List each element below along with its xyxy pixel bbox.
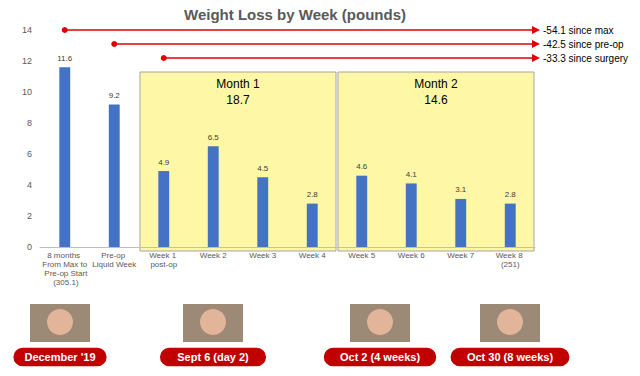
svg-text:Week 3: Week 3 [249,251,277,260]
svg-text:Month 1: Month 1 [216,77,260,91]
svg-text:4.9: 4.9 [158,158,170,167]
svg-text:-54.1 since max: -54.1 since max [543,25,614,36]
svg-text:4.5: 4.5 [257,164,269,173]
svg-text:Week 4: Week 4 [299,251,327,260]
svg-text:18.7: 18.7 [226,93,250,107]
svg-text:8 months: 8 months [47,251,82,260]
svg-text:4.6: 4.6 [356,162,368,171]
svg-text:Liquid Week: Liquid Week [92,260,137,269]
svg-text:-33.3 since surgery: -33.3 since surgery [543,53,628,64]
svg-text:Week 7: Week 7 [447,251,475,260]
svg-text:10: 10 [22,87,32,97]
svg-text:8: 8 [27,118,32,128]
svg-text:Weight Loss by Week (pounds): Weight Loss by Week (pounds) [184,6,406,23]
svg-text:9.2: 9.2 [109,91,121,100]
svg-text:Week 1: Week 1 [149,251,178,260]
svg-text:Week 8: Week 8 [496,251,525,260]
svg-text:Week 6: Week 6 [398,251,426,260]
svg-text:Pre-op: Pre-op [101,251,127,260]
svg-text:2.8: 2.8 [307,190,319,199]
svg-text:Sept 6 (day 2): Sept 6 (day 2) [177,351,249,363]
svg-text:Pre-op Start: Pre-op Start [42,269,88,278]
svg-text:(305.1): (305.1) [51,278,79,287]
svg-text:Oct 2 (4 weeks): Oct 2 (4 weeks) [340,351,420,363]
svg-text:6: 6 [27,149,32,159]
svg-text:14: 14 [22,25,32,35]
svg-text:From Max to: From Max to [42,260,87,269]
svg-text:post-op: post-op [150,260,177,269]
svg-text:6.5: 6.5 [208,133,220,142]
svg-text:4: 4 [27,180,32,190]
svg-text:Week 2: Week 2 [200,251,228,260]
svg-text:3.1: 3.1 [455,185,467,194]
svg-text:2.8: 2.8 [505,190,517,199]
svg-text:4.1: 4.1 [406,170,418,179]
svg-text:0: 0 [27,242,32,252]
svg-text:December '19: December '19 [24,351,95,363]
svg-text:2: 2 [27,211,32,221]
svg-text:11.6: 11.6 [57,54,73,63]
svg-text:(251): (251) [501,260,520,269]
svg-text:12: 12 [22,56,32,66]
svg-text:Oct 30 (8 weeks): Oct 30 (8 weeks) [467,351,554,363]
svg-text:Week 5: Week 5 [348,251,376,260]
svg-text:Month 2: Month 2 [414,77,458,91]
svg-text:14.6: 14.6 [424,93,448,107]
svg-text:-42.5 since pre-op: -42.5 since pre-op [543,39,624,50]
